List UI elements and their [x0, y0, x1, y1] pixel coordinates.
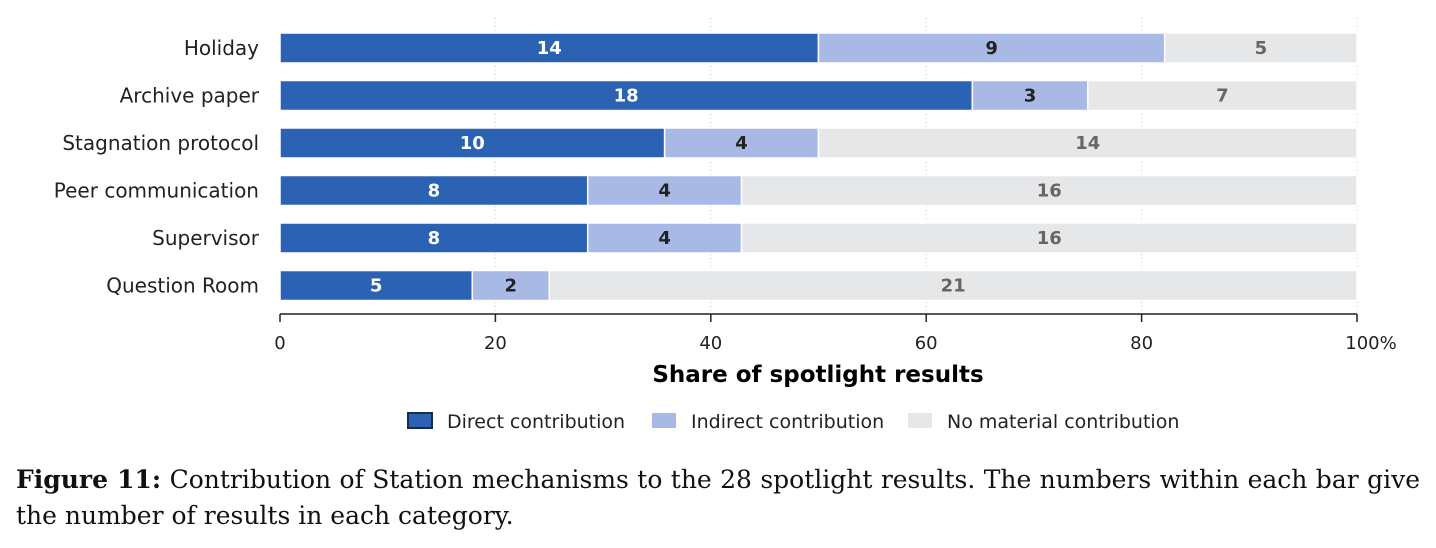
bar-value-label: 3	[1024, 86, 1037, 107]
bar-segment	[817, 127, 1358, 159]
bar-segment	[1163, 32, 1358, 64]
category-label: Question Room	[106, 274, 259, 298]
bar-value-label: 5	[370, 276, 383, 297]
legend-swatch	[652, 413, 676, 428]
bar-value-label: 4	[658, 181, 671, 202]
legend-swatch	[908, 413, 932, 428]
caption-text: Contribution of Station mechanisms to th…	[16, 465, 1420, 530]
category-label: Supervisor	[152, 226, 260, 250]
bar-segment	[740, 222, 1358, 254]
x-axis: 0 20 40 60 80 100%	[274, 313, 1397, 354]
bar-value-label: 8	[428, 181, 441, 202]
legend: Direct contribution Indirect contribution…	[407, 411, 1179, 433]
x-tick-label: 40	[699, 333, 722, 354]
x-tick-label: 60	[915, 333, 938, 354]
x-tick-label: 80	[1130, 333, 1153, 354]
bars: 14 9 5 18 3 7 10 4 14 8 4 16 8 4 16 5 2 21	[279, 32, 1358, 302]
bar-segment	[279, 222, 589, 254]
bar-segment	[279, 174, 589, 207]
bar-value-label: 7	[1216, 86, 1229, 107]
x-tick-label: 20	[484, 333, 507, 354]
bar-value-label: 4	[658, 228, 671, 249]
bar-segment	[279, 127, 666, 159]
bar-value-label: 16	[1037, 228, 1062, 249]
bar-segment	[740, 174, 1358, 207]
bar-segment	[586, 222, 743, 254]
bar-segment	[663, 127, 820, 159]
bar-value-label: 14	[537, 38, 562, 59]
bar-value-label: 2	[505, 276, 518, 297]
category-label: Stagnation protocol	[62, 131, 259, 155]
bar-value-label: 10	[460, 133, 485, 154]
grid-lines	[494, 18, 1358, 314]
bar-segment	[817, 32, 1166, 64]
bar-value-label: 9	[985, 38, 998, 59]
x-axis-title: Share of spotlight results	[652, 362, 983, 388]
category-label: Holiday	[184, 36, 259, 60]
category-labels: Holiday Archive paper Stagnation protocol P…	[54, 36, 260, 298]
bar-segment	[971, 79, 1089, 112]
category-label: Archive paper	[120, 84, 260, 108]
legend-label: Direct contribution	[447, 411, 625, 433]
legend-swatch	[407, 412, 433, 429]
bar-value-label: 16	[1037, 181, 1062, 202]
bar-value-label: 4	[735, 133, 748, 154]
bar-value-label: 14	[1075, 133, 1100, 154]
category-label: Peer communication	[54, 179, 259, 203]
caption-label: Figure 11:	[16, 465, 162, 494]
bar-segment	[1087, 79, 1358, 112]
x-tick-label: 0	[274, 333, 285, 354]
bar-segment	[548, 269, 1358, 302]
x-tick-label: 100%	[1345, 333, 1396, 354]
legend-label: No material contribution	[947, 411, 1179, 433]
bar-value-label: 21	[941, 276, 966, 297]
bar-segment	[586, 174, 743, 207]
figure-caption: Figure 11: Contribution of Station mecha…	[16, 462, 1420, 534]
stacked-bar-chart: 14 9 5 18 3 7 10 4 14 8 4 16 8 4 16 5 2 21 Holiday Archive…	[54, 18, 1397, 433]
legend-label: Indirect contribution	[691, 411, 884, 433]
bar-value-label: 8	[428, 228, 441, 249]
bar-value-label: 5	[1255, 38, 1268, 59]
bar-value-label: 18	[614, 86, 639, 107]
